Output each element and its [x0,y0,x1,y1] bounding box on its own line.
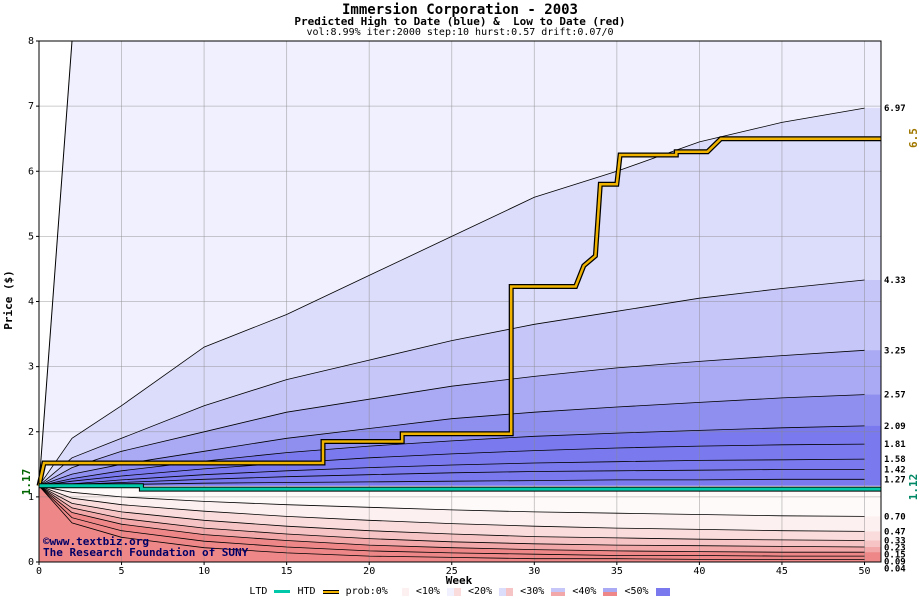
chart-title: Immersion Corporation - 2003 [341,2,578,18]
x-tick-label-10: 10 [198,566,210,577]
legend-htd-swatch [322,589,339,594]
steep-percentile-line [38,40,73,486]
y-tick-label-4: 4 [28,297,34,308]
x-tick-label-50: 50 [858,566,870,577]
end-label-0.23: 0.23 [884,544,906,554]
legend-swatch-40 [603,587,618,596]
legend-b10-label: <10% [415,586,440,597]
x-tick-label-30: 30 [528,566,540,577]
legend-prob-label: prob:0% [345,586,388,597]
x-axis-ticks: 0 5 10 15 20 25 30 35 40 45 50 [36,562,871,577]
y-tick-label-5: 5 [28,231,34,242]
legend-swatch-10 [446,587,461,596]
legend-swatch-0 [394,587,409,596]
end-label-4.33: 4.33 [884,276,906,286]
high-line-2.09 [38,425,865,487]
end-label-0.15: 0.15 [884,551,906,561]
y-tick-label-2: 2 [28,427,34,438]
legend-swatch-20 [499,587,514,596]
high-line-1.58 [38,458,865,487]
low-line-0.33 [38,485,865,541]
htd-end-label: 6.5 [907,128,920,148]
end-label-1.81: 1.81 [884,440,906,450]
htd-line [37,137,881,487]
low-line-0.47 [38,485,865,532]
end-label-1.58: 1.58 [884,455,906,465]
watermark-url: ©www.textbiz.org [43,535,149,548]
legend-b50-label: <50% [624,586,649,597]
high-line-2.57 [38,394,865,487]
y-axis-label: Price ($) [2,270,15,330]
legend: LTD HTD prob:0% <10% <20% <30% <40% <50% [0,586,920,598]
legend-swatch-50 [655,587,670,596]
legend-ltd-swatch [274,590,291,593]
end-label-1.27: 1.27 [884,475,906,485]
y-tick-label-7: 7 [28,101,34,112]
x-tick-label-20: 20 [363,566,375,577]
legend-htd-label: HTD [297,586,316,597]
x-tick-label-45: 45 [776,566,788,577]
high-line-6.97 [38,107,865,487]
legend-ltd-label: LTD [249,586,268,597]
low-line-0.23 [38,485,865,548]
end-label-2.09: 2.09 [884,422,906,432]
x-tick-label-35: 35 [611,566,623,577]
end-label-0.04: 0.04 [884,565,906,575]
band-low-0.15 [39,485,881,562]
x-tick-label-15: 15 [281,566,293,577]
legend-b40-label: <40% [572,586,597,597]
low-line-0.15 [38,485,865,553]
y-tick-label-8: 8 [28,36,34,47]
y-tick-label-1: 1 [28,492,34,503]
chart-subtitle: Predicted High to Date (blue) & Low to D… [294,15,626,28]
legend-b20-label: <20% [468,586,493,597]
start-price-label: 1.17 [20,469,33,496]
x-tick-label-0: 0 [36,566,42,577]
ltd-line [39,484,881,491]
y-tick-label-0: 0 [28,557,34,568]
actual-price-lines [36,136,881,492]
simulation-parameters: vol:8.99% iter:2000 step:10 hurst:0.57 d… [306,27,614,38]
y-tick-label-6: 6 [28,166,34,177]
high-line-4.33 [38,279,865,487]
low-line-0.09 [38,485,865,557]
x-tick-label-5: 5 [119,566,125,577]
low-line-0.04 [38,485,865,560]
x-tick-label-40: 40 [693,566,705,577]
high-line-1.81 [38,443,865,487]
y-axis-ticks: 0 1 2 3 4 5 6 7 8 [28,36,39,568]
end-label-1.42: 1.42 [884,466,906,476]
y-tick-label-3: 3 [28,362,34,373]
legend-swatch-30 [551,587,566,596]
percentile-lines [38,40,865,560]
x-axis-label: Week [446,574,473,586]
end-label-3.25: 3.25 [884,346,906,356]
band-low-0.04 [39,485,881,562]
band-high-1.27 [39,479,881,486]
end-value-labels: 6.97 4.33 3.25 2.57 2.09 1.81 1.581.421.27 0.70… [884,104,906,574]
high-line-3.25 [38,349,865,487]
end-label-6.97: 6.97 [884,104,906,114]
ltd-end-label: 1.12 [907,474,920,501]
high-line-1.42 [38,469,865,487]
end-label-0.47: 0.47 [884,527,906,537]
end-label-2.57: 2.57 [884,391,906,401]
end-label-0.33: 0.33 [884,537,906,547]
end-label-0.70: 0.70 [884,512,906,522]
x-tick-label-25: 25 [446,566,458,577]
watermark-org: The Research Foundation of SUNY [43,546,249,559]
legend-b30-label: <30% [520,586,545,597]
end-label-0.09: 0.09 [884,558,906,568]
low-line-0.70 [38,485,865,517]
